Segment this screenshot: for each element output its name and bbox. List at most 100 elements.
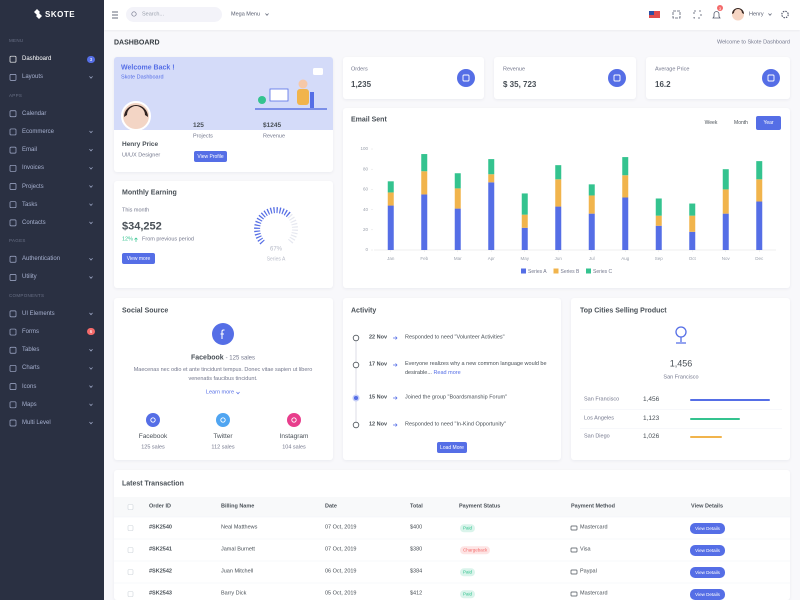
order-id[interactable]: #SK2543 [149,590,172,597]
y-tick-label: 0 [365,247,368,252]
order-id[interactable]: #SK2541 [149,546,172,553]
activity-text: Responded to need "Volunteer Activities" [405,334,505,341]
learn-more-link[interactable]: Learn more [205,389,235,396]
menu-icon [9,146,17,154]
menu-icon [9,310,17,318]
order-id[interactable]: #SK2540 [149,524,172,531]
channel-glyph [150,417,156,423]
card-title: Latest Transaction [122,480,184,488]
status-badge: Paid [460,524,476,532]
source-sales: - 125 sales [225,355,255,362]
order-date: 06 Oct, 2019 [325,568,357,575]
payment-method: Mastercard [580,524,608,531]
search-placeholder: Search... [142,10,165,17]
sidebar-item[interactable]: Calendar [22,110,47,117]
sidebar-item[interactable]: Forms [22,329,39,336]
sidebar-item[interactable]: Utility [22,274,37,281]
sidebar-item[interactable]: Layouts [22,74,44,81]
y-tick-label: 60 [363,187,369,192]
period-button[interactable]: Week [704,120,718,126]
page-title: DASHBOARD [114,39,160,47]
sidebar-item[interactable]: Multi Level [22,419,51,426]
view-profile-button[interactable]: View Profile [194,151,227,162]
city-value: 1,456 [643,395,660,403]
sidebar-item[interactable]: Invoices [22,165,45,172]
channel-name: Instagram [279,432,309,440]
search-box[interactable] [126,7,222,22]
city-progress [690,399,770,401]
chevron [89,349,93,352]
menu-badge[interactable]: 6 [87,328,95,335]
bar-segment [722,213,729,250]
view-details-button[interactable]: View Details [690,588,725,600]
notification-badge[interactable]: 3 [717,5,723,11]
x-tick-label: Aug [621,256,630,261]
period-button[interactable]: Month [734,120,748,126]
bar-segment [588,195,595,214]
read-more-link[interactable]: Read more [433,369,461,376]
y-tick-label: 40 [363,207,369,212]
sidebar-section-title: PAGES [9,237,26,243]
view-details-button[interactable]: View Details [690,544,725,556]
bar-segment [421,154,428,172]
sidebar-item[interactable]: Contacts [22,219,46,226]
sidebar-item[interactable]: Ecommerce [22,128,55,135]
chair [310,92,314,108]
bar-segment [387,205,394,250]
sidebar-item[interactable]: Authentication [22,256,61,263]
legend-swatch [521,268,526,274]
bar-segment [756,179,763,202]
chevron [236,391,240,395]
billing-name: Jamal Burnett [221,546,255,553]
stat-icon [457,69,475,87]
bar-segment [387,192,394,206]
sidebar-item[interactable]: Projects [22,183,44,190]
sidebar-item[interactable]: Dashboard [22,56,52,63]
order-date: 07 Oct, 2019 [325,524,357,531]
chevron [265,13,269,16]
activity-text: Responded to need "In-Kind Opportunity" [405,421,506,428]
bar-segment [722,189,729,214]
load-more-button[interactable]: Load More [437,442,467,453]
menu-badge[interactable]: 3 [87,56,95,63]
bar-segment [454,188,461,209]
view-more-button[interactable]: View more [122,253,155,264]
x-tick-label: Jun [555,256,563,261]
profile-avatar [121,101,151,131]
mega-menu[interactable]: Mega Menu [231,10,261,17]
column-header: Payment Status [459,503,501,510]
flag-canton [649,11,654,15]
view-details-button[interactable]: View Details [690,566,725,578]
sidebar-item[interactable]: Tables [22,347,40,354]
stat-label: Orders [351,66,368,73]
sidebar-item[interactable]: UI Elements [22,310,55,317]
card-icon [570,591,578,597]
y-tick-label: 20 [363,227,369,232]
period-button[interactable]: Year [756,116,781,130]
card-title: Activity [351,307,377,315]
bar-segment [622,175,629,198]
column-header: Billing Name [221,503,255,510]
order-id[interactable]: #SK2542 [149,568,172,575]
column-header: Date [325,503,337,510]
billing-name: Neal Matthews [221,524,258,531]
speech-bubble [313,68,323,75]
user-name[interactable]: Henry [749,10,764,17]
chevron [89,421,93,425]
sidebar-item[interactable]: Tasks [22,201,38,208]
card-title: Social Source [122,307,169,315]
city-name: Los Angeles [584,415,614,422]
menu-icon [9,164,17,172]
sidebar-item[interactable]: Icons [22,383,37,390]
view-details-button[interactable]: View Details [690,522,725,534]
sidebar-item[interactable]: Email [22,147,38,154]
sidebar-item[interactable]: Charts [22,365,40,372]
arrow [393,423,398,427]
menu-icon [9,74,17,81]
billing-name: Juan Mitchell [221,568,254,575]
stat-value: 1,235 [351,80,372,89]
checkbox [127,569,134,575]
menu-icon [9,201,17,209]
sidebar-item[interactable]: Maps [22,401,37,408]
